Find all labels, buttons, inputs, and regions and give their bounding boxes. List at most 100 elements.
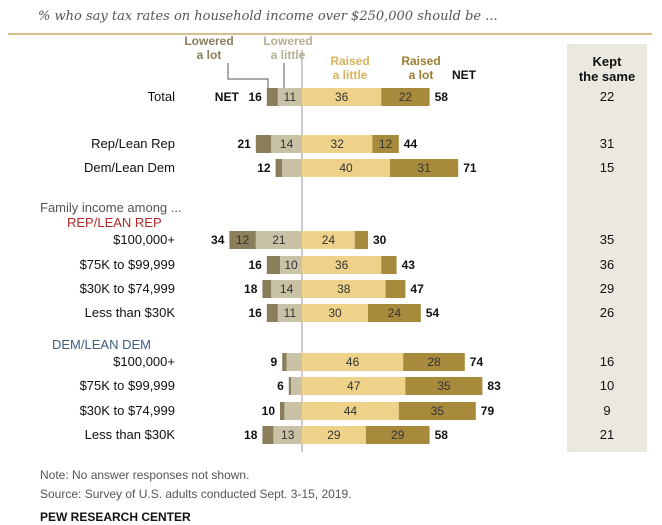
chart-row: Rep/Lean Rep 14 32 12 21 44 31 xyxy=(91,135,614,153)
kept-same-value: 21 xyxy=(600,427,614,442)
bar-lowered-a-lot xyxy=(275,159,283,177)
chart-row: $75K to $99,999 47 35 6 83 10 xyxy=(80,377,614,395)
bar-raised-a-lot xyxy=(381,88,430,106)
bar-value-raised-a-lot: 12 xyxy=(379,137,393,151)
legend-raised-a-little-line2: a little xyxy=(333,68,368,82)
section-label-dem: DEM/LEAN DEM xyxy=(52,337,151,352)
bar-value-raised-a-little: 24 xyxy=(322,233,336,247)
legend-kept-same-line1: Kept xyxy=(593,54,623,69)
bar-value-lowered-a-little: 10 xyxy=(284,258,298,272)
chart-row: $30K to $74,999 44 35 10 79 9 xyxy=(80,402,611,420)
chart-row: $100,000+ 46 28 9 74 16 xyxy=(113,353,614,371)
legend-lowered-a-little-line1: Lowered xyxy=(263,34,312,48)
raised-net-value: 44 xyxy=(404,137,418,151)
bar-lowered-a-lot xyxy=(255,135,272,153)
row-label: Total xyxy=(148,89,176,104)
bar-value-raised-a-little: 36 xyxy=(335,258,349,272)
legend-raised-a-lot-line2: a lot xyxy=(409,68,434,82)
bar-value-raised-a-little: 30 xyxy=(328,306,342,320)
bar-raised-a-little xyxy=(302,353,404,371)
bar-value-raised-a-lot: 29 xyxy=(391,428,405,442)
bar-lowered-a-little xyxy=(271,280,302,298)
bar-value-lowered-a-lot: 12 xyxy=(236,233,250,247)
raised-net-value: 83 xyxy=(487,379,501,393)
bar-value-raised-a-little: 32 xyxy=(331,137,345,151)
raised-net-value: 74 xyxy=(470,355,484,369)
bar-lowered-a-little xyxy=(277,304,302,322)
chart-row: Less than $30K 11 30 24 16 54 26 xyxy=(85,304,614,322)
chart-row: Less than $30K 13 29 29 18 58 21 xyxy=(85,426,614,444)
lowered-net-value: 34 xyxy=(211,233,225,247)
footer-brand: PEW RESEARCH CENTER xyxy=(40,510,191,524)
bar-lowered-a-lot xyxy=(288,377,291,395)
raised-net-value: 58 xyxy=(435,90,449,104)
raised-net-value: 71 xyxy=(463,161,477,175)
bar-raised-a-lot xyxy=(365,426,430,444)
kept-same-value: 31 xyxy=(600,136,614,151)
row-label: Less than $30K xyxy=(85,305,176,320)
bar-raised-a-little xyxy=(302,256,382,274)
bar-value-raised-a-little: 29 xyxy=(327,428,341,442)
bar-value-raised-a-little: 46 xyxy=(346,355,360,369)
chart-row: $30K to $74,999 14 38 18 47 29 xyxy=(80,280,614,298)
raised-net-value: 58 xyxy=(435,428,449,442)
bar-value-raised-a-lot: 35 xyxy=(437,379,451,393)
raised-net-value: 43 xyxy=(402,258,416,272)
bar-raised-a-lot xyxy=(381,256,397,274)
bar-raised-a-little xyxy=(302,135,373,153)
chart-row: Dem/Lean Dem 40 31 12 71 15 xyxy=(84,159,614,177)
bar-value-lowered-a-little: 13 xyxy=(281,428,295,442)
bar-value-lowered-a-little: 11 xyxy=(284,90,297,104)
chart-row: Total 11 36 22 16 NET 58 22 xyxy=(148,88,614,106)
kept-same-value: 9 xyxy=(603,403,610,418)
lowered-net-value: 18 xyxy=(244,282,258,296)
row-label: $30K to $74,999 xyxy=(80,281,175,296)
bar-raised-a-lot xyxy=(372,135,399,153)
bar-lowered-a-little xyxy=(286,353,302,371)
bar-lowered-a-lot xyxy=(266,304,278,322)
bar-lowered-a-lot xyxy=(266,256,280,274)
kept-same-value: 22 xyxy=(600,89,614,104)
bar-value-raised-a-lot: 22 xyxy=(399,90,413,104)
bar-lowered-a-little xyxy=(277,88,302,106)
bar-value-raised-a-lot: 28 xyxy=(427,355,441,369)
kept-same-value: 15 xyxy=(600,160,614,175)
bar-value-raised-a-little: 40 xyxy=(339,161,353,175)
lowered-net-value: 6 xyxy=(277,379,284,393)
bar-value-raised-a-little: 38 xyxy=(337,282,351,296)
bar-raised-a-lot xyxy=(354,231,368,249)
footer-note: Note: No answer responses not shown. xyxy=(40,468,249,482)
row-label: $100,000+ xyxy=(113,354,175,369)
rows: Total 11 36 22 16 NET 58 22 Rep/Lean Rep 14 32 12 21… xyxy=(80,88,614,444)
row-label: $75K to $99,999 xyxy=(80,257,175,272)
section-label-rep: REP/LEAN REP xyxy=(67,215,162,230)
lowered-net-value: 12 xyxy=(257,161,271,175)
bar-raised-a-lot xyxy=(405,377,483,395)
legend: Lowered a lot Lowered a little Raised a … xyxy=(184,34,635,88)
chart-subtitle: % who say tax rates on household income … xyxy=(38,9,498,24)
bar-raised-a-lot xyxy=(368,304,421,322)
row-label: $30K to $74,999 xyxy=(80,403,175,418)
legend-lowered-a-lot-line1: Lowered xyxy=(184,34,233,48)
bar-raised-a-lot xyxy=(403,353,465,371)
bar-raised-a-little xyxy=(302,231,355,249)
bar-value-lowered-a-little: 14 xyxy=(280,137,294,151)
bar-value-raised-a-little: 36 xyxy=(335,90,349,104)
bar-value-raised-a-little: 44 xyxy=(344,404,358,418)
raised-net-value: 79 xyxy=(481,404,495,418)
chart-row: $75K to $99,999 10 36 16 43 36 xyxy=(80,256,614,274)
bar-lowered-a-lot xyxy=(282,353,287,371)
bar-value-raised-a-lot: 35 xyxy=(431,404,445,418)
kept-same-value: 16 xyxy=(600,354,614,369)
bar-lowered-a-lot xyxy=(229,231,256,249)
legend-lowered-a-little-line2: a little xyxy=(271,48,306,62)
bar-raised-a-little xyxy=(302,159,390,177)
bar-lowered-a-lot xyxy=(262,426,274,444)
bar-value-lowered-a-little: 11 xyxy=(284,306,297,320)
row-label: $75K to $99,999 xyxy=(80,378,175,393)
bar-lowered-a-little xyxy=(282,159,302,177)
bar-value-raised-a-lot: 24 xyxy=(388,306,402,320)
kept-same-value: 10 xyxy=(600,378,614,393)
bar-value-lowered-a-little: 14 xyxy=(280,282,294,296)
